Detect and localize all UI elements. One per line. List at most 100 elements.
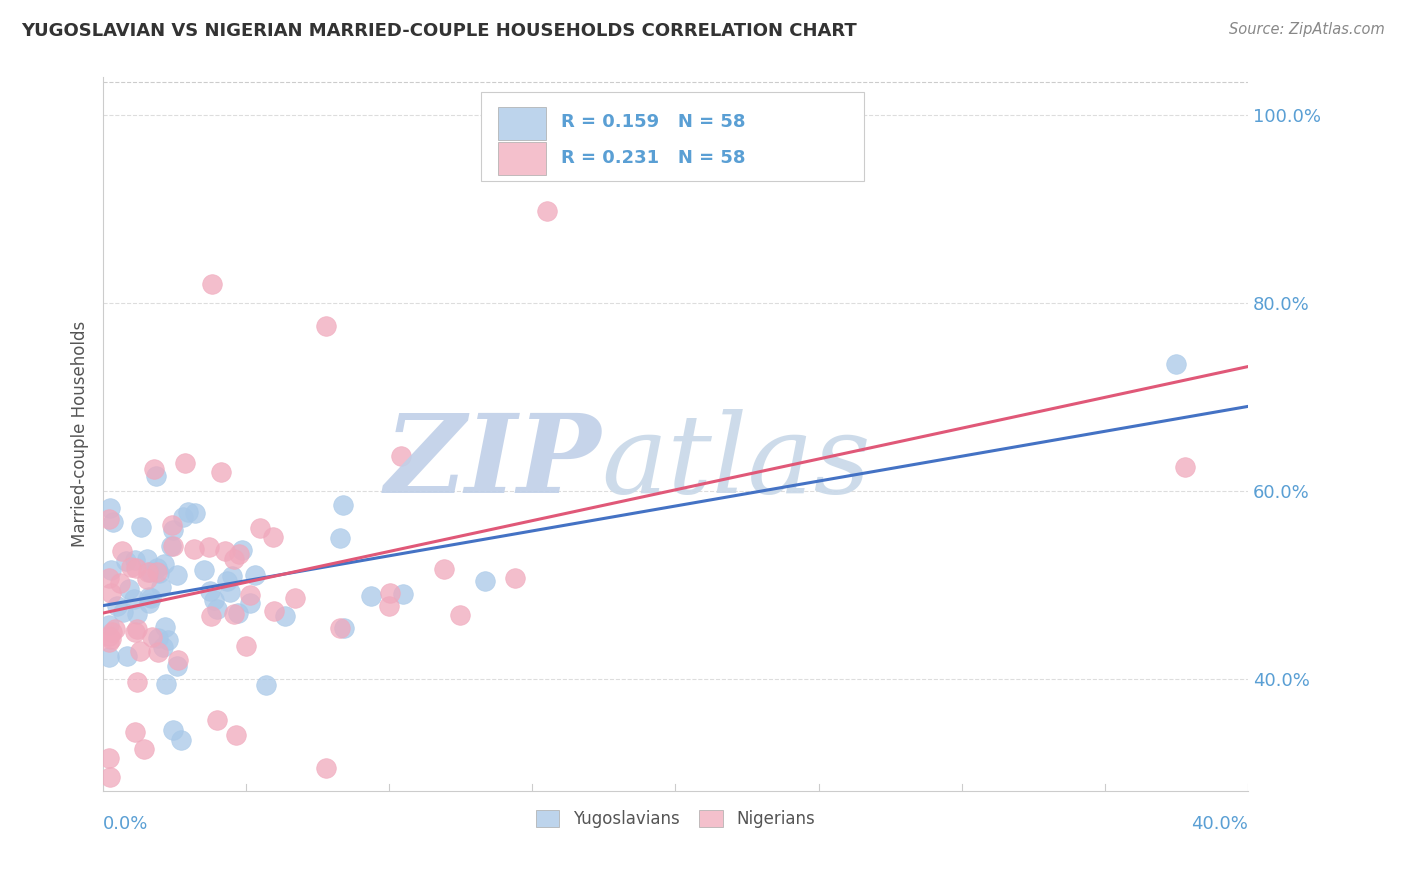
Point — [378, 599, 401, 614]
Point — [98, 770, 121, 784]
Point — [1166, 357, 1188, 371]
Point — [111, 544, 134, 558]
Point — [205, 601, 228, 615]
Point — [146, 561, 169, 575]
Point — [333, 622, 356, 636]
Point — [115, 649, 138, 664]
Point — [124, 592, 146, 607]
Point — [235, 640, 257, 654]
Point — [124, 725, 146, 739]
Text: atlas: atlas — [602, 409, 870, 516]
Point — [173, 456, 195, 470]
Point — [222, 607, 245, 621]
Point — [162, 517, 184, 532]
Point — [97, 751, 120, 765]
Point — [155, 677, 177, 691]
Point — [205, 714, 228, 728]
Point — [97, 649, 120, 664]
Point — [100, 586, 122, 600]
Point — [262, 530, 284, 544]
Point — [100, 632, 122, 646]
FancyBboxPatch shape — [481, 92, 865, 181]
Point — [380, 586, 402, 600]
Text: R = 0.231   N = 58: R = 0.231 N = 58 — [561, 149, 745, 167]
Point — [152, 558, 174, 572]
Point — [112, 606, 135, 620]
Point — [166, 659, 188, 673]
Point — [254, 678, 277, 692]
Point — [124, 552, 146, 566]
Point — [184, 507, 207, 521]
Point — [97, 629, 120, 643]
Point — [284, 591, 307, 605]
Point — [360, 590, 382, 604]
Point — [125, 674, 148, 689]
Point — [146, 645, 169, 659]
Point — [124, 625, 146, 640]
Text: Source: ZipAtlas.com: Source: ZipAtlas.com — [1229, 22, 1385, 37]
Point — [222, 552, 245, 566]
Point — [228, 606, 250, 620]
Point — [214, 543, 236, 558]
Point — [97, 571, 120, 585]
Point — [139, 565, 162, 579]
Point — [239, 596, 262, 610]
Point — [142, 462, 165, 476]
Point — [209, 465, 232, 479]
Point — [315, 319, 337, 334]
Point — [136, 565, 159, 579]
Point — [136, 572, 159, 586]
Point — [329, 621, 352, 635]
Point — [138, 597, 160, 611]
Point — [107, 599, 129, 613]
Point — [263, 604, 285, 618]
Point — [249, 521, 271, 535]
Point — [392, 587, 415, 601]
Point — [172, 510, 194, 524]
Point — [152, 640, 174, 654]
Point — [1174, 460, 1197, 475]
Point — [169, 732, 191, 747]
Point — [433, 562, 456, 576]
Point — [129, 644, 152, 658]
Point — [239, 588, 262, 602]
Point — [162, 723, 184, 738]
Text: R = 0.159   N = 58: R = 0.159 N = 58 — [561, 113, 745, 131]
Point — [127, 607, 149, 621]
Point — [153, 620, 176, 634]
Point — [193, 563, 215, 577]
Point — [162, 539, 184, 553]
Point — [200, 608, 222, 623]
Text: ZIP: ZIP — [384, 409, 602, 516]
Point — [146, 631, 169, 645]
Legend: Yugoslavians, Nigerians: Yugoslavians, Nigerians — [530, 803, 821, 834]
Point — [120, 560, 142, 574]
Point — [177, 505, 200, 519]
Point — [389, 449, 412, 463]
Point — [200, 583, 222, 598]
Point — [157, 632, 180, 647]
Point — [166, 567, 188, 582]
Point — [148, 566, 170, 581]
Point — [115, 554, 138, 568]
Point — [98, 500, 121, 515]
Point — [202, 592, 225, 607]
FancyBboxPatch shape — [498, 107, 546, 139]
Point — [329, 531, 352, 545]
Point — [97, 511, 120, 525]
Point — [474, 574, 496, 589]
Point — [118, 582, 141, 596]
Point — [332, 498, 354, 512]
Point — [101, 515, 124, 529]
Text: 0.0%: 0.0% — [103, 814, 149, 833]
Point — [231, 543, 253, 558]
Point — [104, 622, 127, 636]
Point — [243, 568, 266, 582]
Point — [159, 539, 181, 553]
Text: 40.0%: 40.0% — [1191, 814, 1249, 833]
Text: YUGOSLAVIAN VS NIGERIAN MARRIED-COUPLE HOUSEHOLDS CORRELATION CHART: YUGOSLAVIAN VS NIGERIAN MARRIED-COUPLE H… — [21, 22, 856, 40]
Point — [141, 630, 163, 644]
Point — [101, 624, 124, 639]
Point — [125, 622, 148, 636]
Point — [167, 653, 190, 667]
